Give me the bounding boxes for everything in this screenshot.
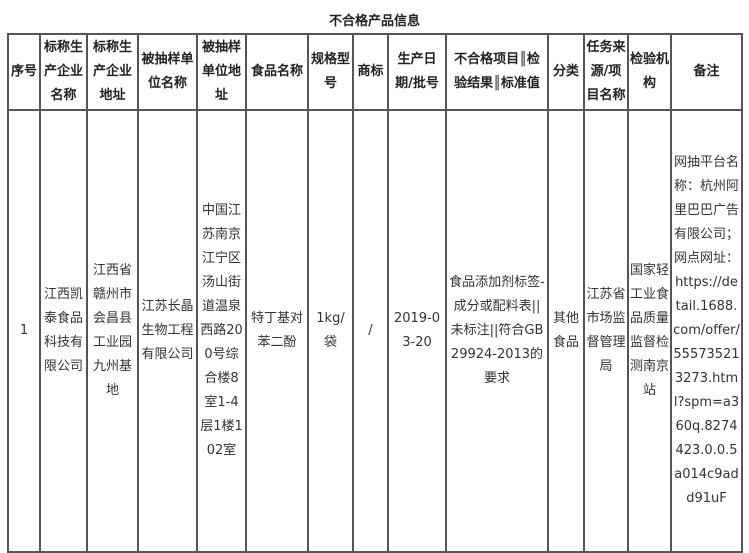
cell-manufacturer-address: 江西省赣州市会昌县工业园九州基地 (86, 109, 139, 553)
cell-spec: 1kg/袋 (307, 109, 354, 553)
cell-sampled-address: 中国江苏南京江宁区汤山街道温泉西路200号综合楼8室1-4层1楼102室 (196, 109, 247, 553)
cell-index: 1 (7, 109, 41, 553)
cell-brand: / (352, 109, 389, 553)
header-sampled-address: 被抽样单位地址 (196, 33, 247, 111)
cell-inspection-agency: 国家轻工业食品质量监督检测南京站 (627, 109, 672, 553)
cell-category: 其他食品 (547, 109, 585, 553)
header-spec: 规格型号 (307, 33, 354, 111)
header-index: 序号 (7, 33, 41, 111)
header-food-name: 食品名称 (245, 33, 309, 111)
table-row: 1 江西凯泰食品科技有限公司 江西省赣州市会昌县工业园九州基地 江苏长晶生物工程… (7, 109, 743, 553)
cell-food-name: 特丁基对苯二酚 (245, 109, 309, 553)
header-date: 生产日期/批号 (387, 33, 447, 111)
header-inspection-agency: 检验机构 (627, 33, 672, 111)
cell-failed-item: 食品添加剂标签-成分或配料表||未标注||符合GB29924-2013的要求 (445, 109, 549, 553)
header-manufacturer-address: 标称生产企业地址 (86, 33, 139, 111)
header-manufacturer: 标称生产企业名称 (39, 33, 88, 111)
cell-manufacturer: 江西凯泰食品科技有限公司 (39, 109, 88, 553)
cell-remarks: 网抽平台名称：杭州阿里巴巴广告有限公司；网点网址：https://detail.… (670, 109, 743, 553)
unqualified-products-table: 序号 标称生产企业名称 标称生产企业地址 被抽样单位名称 被抽样单位地址 食品名… (7, 33, 743, 553)
cell-sampled-unit: 江苏长晶生物工程有限公司 (137, 109, 198, 553)
table-title: 不合格产品信息 (328, 14, 420, 29)
cell-task-source: 江苏省市场监督管理局 (583, 109, 629, 553)
header-remarks: 备注 (670, 33, 743, 111)
header-category: 分类 (547, 33, 585, 111)
header-sampled-unit: 被抽样单位名称 (137, 33, 198, 111)
cell-date: 2019-03-20 (387, 109, 447, 553)
header-task-source: 任务来源/项目名称 (583, 33, 629, 111)
header-brand: 商标 (352, 33, 389, 111)
header-failed-item: 不合格项目║检验结果║标准值 (445, 33, 549, 111)
header-row: 序号 标称生产企业名称 标称生产企业地址 被抽样单位名称 被抽样单位地址 食品名… (7, 33, 743, 111)
